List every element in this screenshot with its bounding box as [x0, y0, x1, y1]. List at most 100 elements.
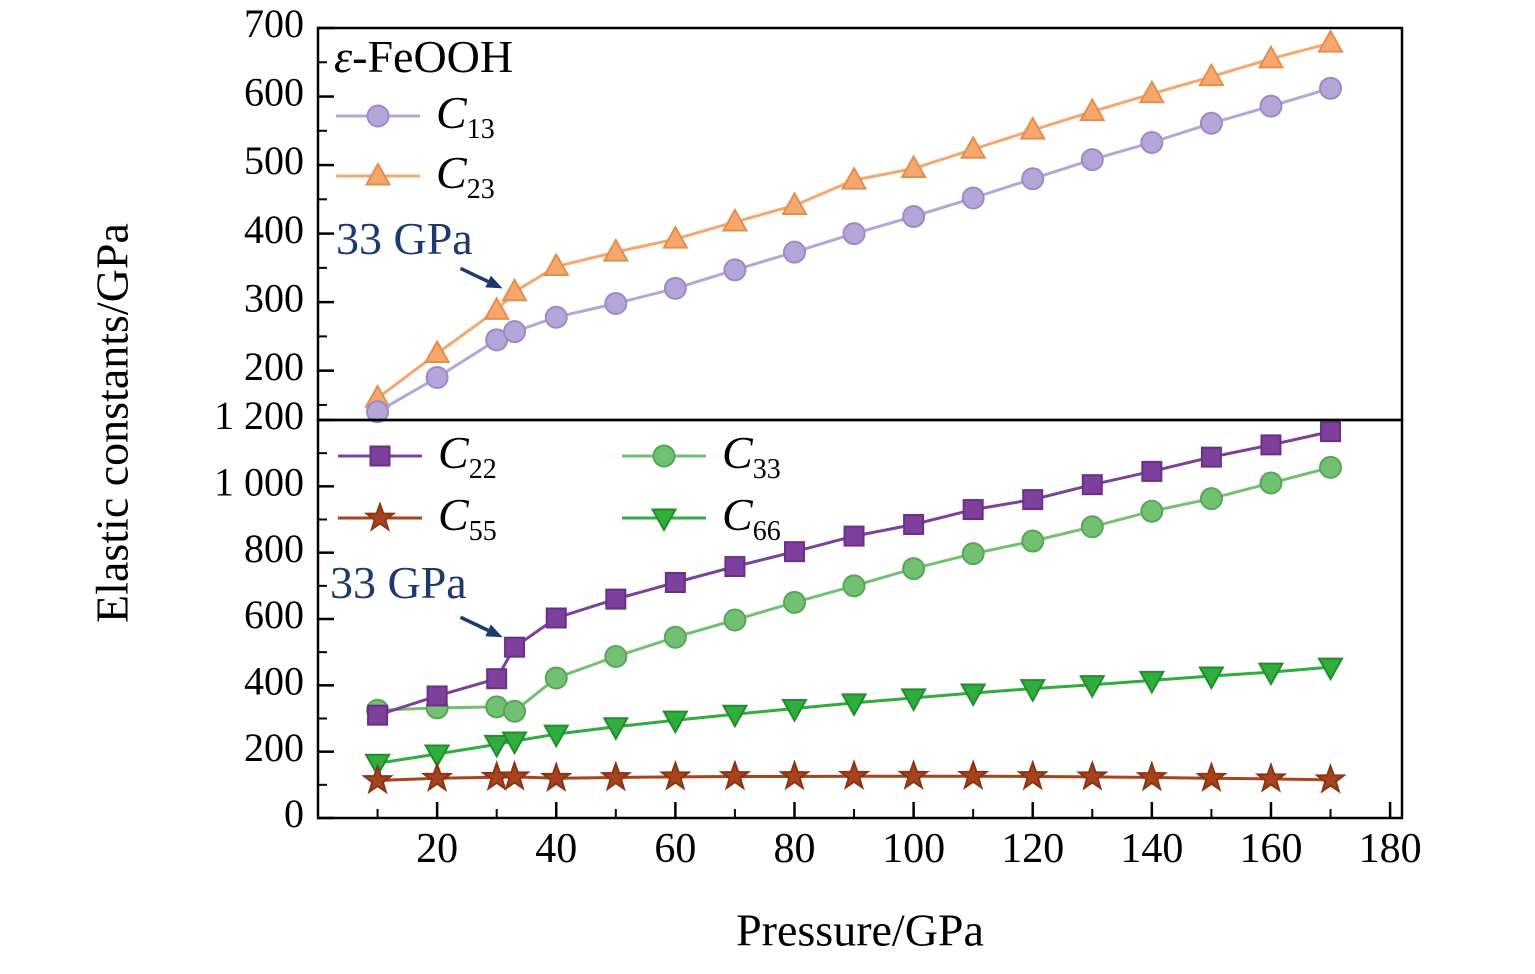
c13-marker [1080, 148, 1104, 172]
c13-marker [842, 222, 866, 246]
c66-marker [423, 744, 451, 769]
y-tick-label: 800 [244, 526, 304, 571]
c55-marker [539, 761, 573, 792]
c22-marker [962, 499, 984, 521]
c33-marker [1199, 487, 1223, 511]
c13-marker [425, 366, 449, 390]
c13-marker [503, 320, 527, 344]
y-tick-label: 300 [244, 275, 304, 320]
c13-legend-label: C13 [436, 86, 495, 146]
c66-marker [900, 688, 927, 712]
y-tick-label: 200 [244, 344, 304, 389]
c55-marker [420, 761, 454, 792]
c13-marker [961, 186, 985, 210]
c66-marker [721, 704, 749, 729]
c22-legend-label: C22 [438, 426, 497, 486]
legend-item-c55: C55 [336, 488, 586, 548]
c23-marker [1257, 44, 1285, 69]
c13-marker [1140, 130, 1164, 154]
c13-marker [1021, 167, 1045, 191]
annotation-arrow-bottom [459, 615, 489, 632]
c66-legend-marker [620, 502, 708, 534]
c66-marker [501, 731, 528, 756]
c66-marker [483, 734, 510, 759]
c55-marker [957, 759, 990, 790]
c23-marker [423, 339, 451, 364]
y-tick-label: 1 200 [214, 393, 304, 438]
legend-item-c33: C33 [620, 426, 870, 486]
legend-top: ε-FeOOH C13 C23 [334, 30, 513, 205]
y-tick-label: 400 [244, 207, 304, 252]
c22-marker [1141, 460, 1163, 482]
x-tick-label: 100 [882, 826, 945, 872]
c13-legend-marker [334, 100, 422, 132]
c66-marker [1257, 662, 1285, 687]
c13-marker [544, 305, 568, 329]
c55-marker [1195, 761, 1228, 792]
x-tick-label: 140 [1120, 826, 1183, 872]
c22-marker [545, 607, 567, 629]
c55-legend-label: C55 [438, 488, 497, 548]
c22-marker [486, 668, 508, 690]
c66-marker [543, 724, 570, 749]
x-tick-label: 80 [773, 826, 815, 872]
x-tick-label: 160 [1239, 826, 1302, 872]
c33-marker [1080, 515, 1104, 539]
c55-marker [778, 759, 811, 791]
legend-bottom: C22 C33 C55 C66 [336, 426, 870, 548]
c22-legend-marker [336, 440, 424, 472]
c66-marker [662, 710, 689, 735]
c66-marker [1198, 666, 1225, 691]
c23-marker [483, 296, 510, 320]
c22-marker [843, 525, 865, 547]
c23-marker [1198, 62, 1225, 87]
c13-marker [1319, 76, 1343, 100]
c22-marker [1022, 489, 1044, 511]
c13-marker [663, 276, 687, 300]
legend-item-c22: C22 [336, 426, 586, 486]
c66-legend-label: C66 [722, 488, 781, 548]
c22-marker [724, 556, 746, 578]
legend-item-c66: C66 [620, 488, 870, 548]
c13-legend-glyph [366, 104, 390, 128]
c33-legend-label: C33 [722, 426, 781, 486]
c22-marker [504, 636, 526, 658]
c13-line [376, 86, 1331, 414]
c55-marker [837, 759, 871, 790]
c33-marker [961, 542, 985, 566]
c33-legend-marker [620, 440, 708, 472]
x-tick-label: 20 [416, 826, 458, 872]
c23-line [376, 41, 1331, 400]
c33-legend-glyph [652, 444, 676, 468]
c66-marker [602, 717, 630, 741]
legend-item-c13: C13 [334, 86, 513, 146]
c23-marker [721, 207, 749, 232]
c23-marker [1138, 79, 1166, 104]
c55-marker [498, 759, 531, 791]
epsilon-symbol: ε [334, 31, 353, 82]
annotation-33gpa-top: 33 GPa [336, 213, 473, 264]
c22-marker [1081, 474, 1103, 496]
c33-marker [902, 557, 926, 581]
annotation-arrow-top-head [485, 275, 503, 289]
c23-marker [1317, 29, 1344, 53]
c33-marker [842, 574, 866, 598]
x-tick-label: 40 [535, 826, 577, 872]
c66-marker [781, 699, 808, 723]
c66-legend-glyph [650, 508, 678, 533]
annotation-arrow-top [459, 266, 489, 284]
c55-marker [1254, 761, 1288, 793]
c33-marker [503, 699, 527, 723]
c55-marker [718, 759, 752, 791]
c23-marker [602, 238, 630, 262]
c23-legend-marker [334, 160, 422, 192]
c13-marker [366, 400, 390, 424]
c23-marker [1079, 97, 1106, 122]
x-tick-label: 60 [654, 826, 696, 872]
c66-marker [1079, 675, 1106, 699]
c22-marker [426, 685, 448, 707]
c66-marker [1019, 679, 1046, 703]
c22-marker [1200, 446, 1222, 468]
y-tick-label: 200 [244, 725, 304, 770]
